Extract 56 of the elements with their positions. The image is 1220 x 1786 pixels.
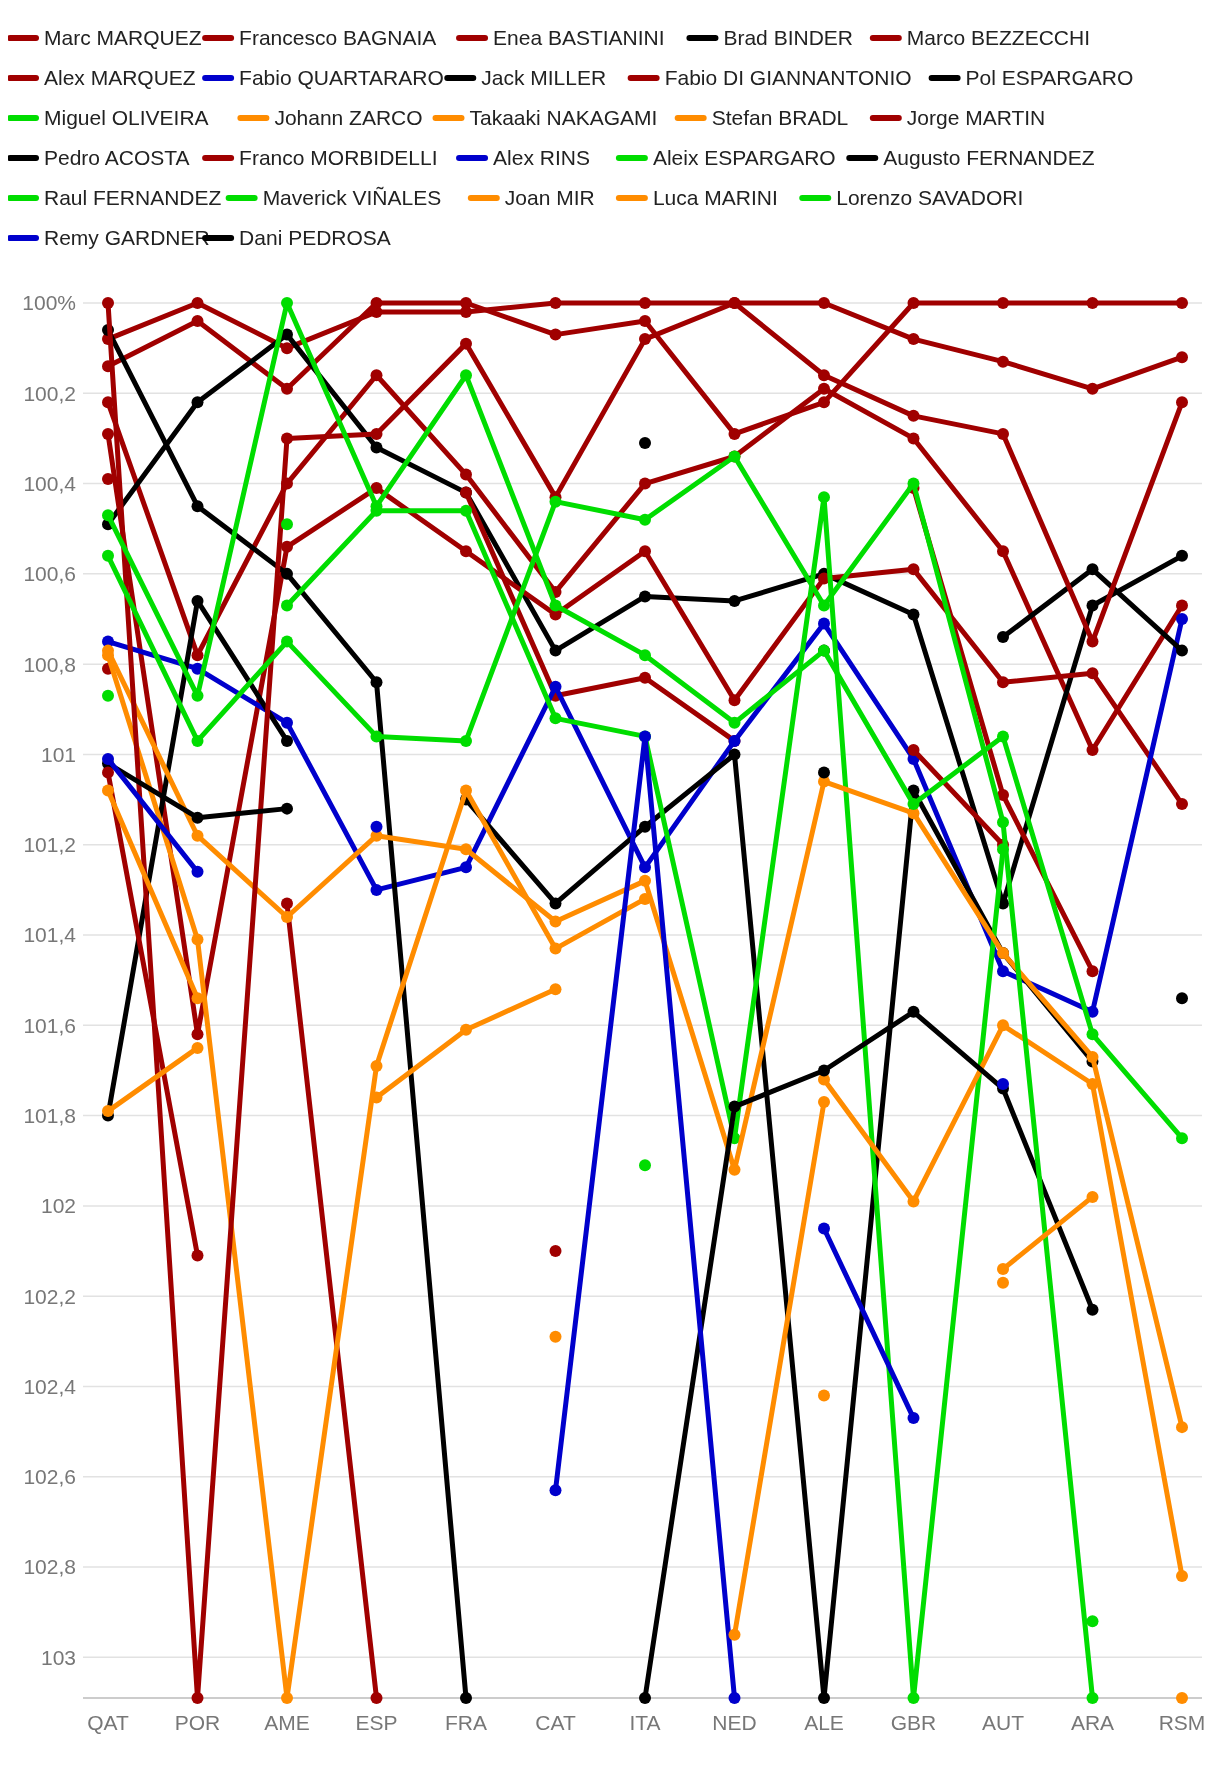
y-tick-label: 100,8 <box>23 652 76 676</box>
x-tick-label: POR <box>174 1711 221 1734</box>
legend-label: Francesco BAGNAIA <box>239 26 437 50</box>
legend-label: Pol ESPARGARO <box>965 66 1134 90</box>
x-tick-label: AME <box>264 1711 310 1734</box>
y-tick-label: 102,4 <box>23 1374 77 1398</box>
legend-label: Maverick VIÑALES <box>262 186 442 210</box>
legend-label: Joan MIR <box>504 186 595 210</box>
x-tick-label: GBR <box>890 1711 937 1734</box>
legend-label: Dani PEDROSA <box>239 226 391 250</box>
x-tick-label: AUT <box>982 1711 1025 1734</box>
legend-label: Johann ZARCO <box>274 106 423 130</box>
y-tick-label: 101,6 <box>23 1013 76 1037</box>
x-tick-label: ITA <box>629 1711 661 1734</box>
y-tick-label: 100,6 <box>23 562 76 586</box>
y-tick-label: 102,2 <box>23 1284 76 1308</box>
x-tick-label: ALE <box>804 1711 844 1734</box>
y-tick-label: 103 <box>40 1645 76 1669</box>
x-tick-label: CAT <box>535 1711 576 1734</box>
legend-label: Brad BINDER <box>723 26 853 50</box>
x-tick-label: QAT <box>87 1711 129 1734</box>
legend-label: Takaaki NAKAGAMI <box>469 106 658 130</box>
y-tick-label: 100% <box>22 291 76 315</box>
y-tick-label: 100,4 <box>23 471 77 495</box>
y-tick-label: 101,2 <box>23 833 76 857</box>
x-tick-label: RSM <box>1158 1711 1206 1734</box>
legend-label: Augusto FERNANDEZ <box>883 146 1095 170</box>
y-tick-label: 101,4 <box>23 923 77 947</box>
legend-label: Fabio DI GIANNANTONIO <box>664 66 912 90</box>
legend-label: Jack MILLER <box>481 66 607 90</box>
y-tick-label: 101,8 <box>23 1103 76 1127</box>
legend-label: Jorge MARTIN <box>906 106 1046 130</box>
legend-label: Miguel OLIVEIRA <box>44 106 209 130</box>
x-tick-label: NED <box>712 1711 757 1734</box>
legend-label: Fabio QUARTARARO <box>239 66 444 90</box>
x-tick-label: ESP <box>355 1711 398 1734</box>
legend-label: Franco MORBIDELLI <box>239 146 438 170</box>
y-tick-label: 102,6 <box>23 1465 76 1489</box>
legend-label: Luca MARINI <box>652 186 778 210</box>
legend-label: Enea BASTIANINI <box>493 26 665 50</box>
y-tick-label: 102 <box>40 1194 76 1218</box>
legend-label: Lorenzo SAVADORI <box>836 186 1024 210</box>
legend-label: Raul FERNANDEZ <box>44 186 222 210</box>
legend-label: Pedro ACOSTA <box>44 146 190 170</box>
legend-label: Alex MARQUEZ <box>44 66 196 90</box>
x-tick-label: ARA <box>1070 1711 1115 1734</box>
x-tick-label: FRA <box>445 1711 487 1734</box>
legend-label: Remy GARDNER <box>44 226 210 250</box>
legend-label: Marc MARQUEZ <box>44 26 202 50</box>
legend-label: Stefan BRADL <box>711 106 849 130</box>
legend-label: Alex RINS <box>493 146 590 170</box>
y-tick-label: 102,8 <box>23 1555 76 1579</box>
legend-label: Marco BEZZECCHI <box>906 26 1090 50</box>
y-tick-label: 101 <box>40 742 76 766</box>
legend-label: Aleix ESPARGARO <box>652 146 836 170</box>
y-tick-label: 100,2 <box>23 381 76 405</box>
